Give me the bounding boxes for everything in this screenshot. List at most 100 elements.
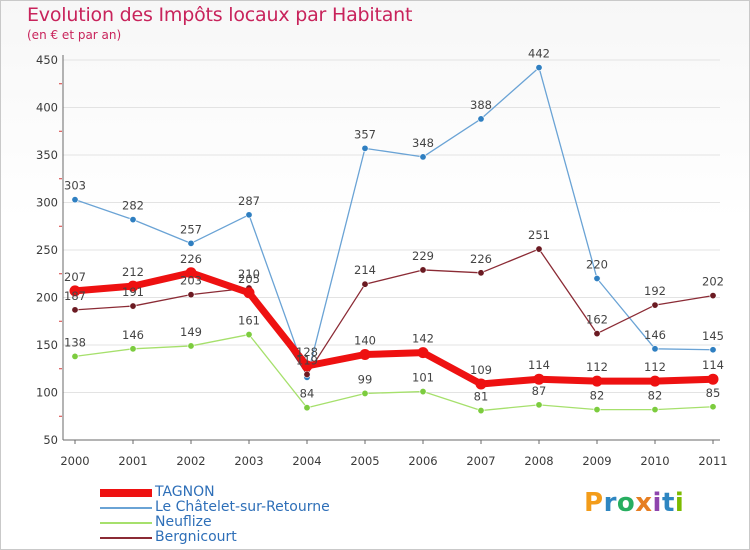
axis-layer: 50 100 150 200 250 300 350 400 450 2000 2001 2002 20… xyxy=(36,53,728,468)
data-point-neuflize-2007 xyxy=(477,407,485,415)
proxiti-logo: Proxiti xyxy=(584,488,684,518)
data-label-neuflize-2004: 84 xyxy=(300,387,315,401)
y-tick-label-250: 250 xyxy=(36,243,58,257)
data-label-neuflize-2005: 99 xyxy=(358,372,373,386)
data-point-neuflize-2005 xyxy=(361,389,369,397)
data-label-bergnicourt-2002: 203 xyxy=(180,274,202,288)
data-point-tagnon-2008 xyxy=(533,373,545,385)
data-label-tagnon-2005: 140 xyxy=(354,334,376,348)
data-label-tagnon-2009: 112 xyxy=(586,360,608,374)
x-tick-label-2004: 2004 xyxy=(292,454,321,468)
data-label-neuflize-2001: 146 xyxy=(122,328,144,342)
data-label-bergnicourt-2001: 191 xyxy=(122,285,144,299)
data-point-neuflize-2003 xyxy=(245,331,253,339)
grid-layer xyxy=(63,59,720,441)
x-tick-label-2000: 2000 xyxy=(60,454,89,468)
data-label-le-ch-telet-sur-retourne-2000: 303 xyxy=(64,179,86,193)
data-label-le-ch-telet-sur-retourne-2005: 357 xyxy=(354,127,376,141)
data-label-neuflize-2006: 101 xyxy=(412,371,434,385)
x-tick-label-2003: 2003 xyxy=(234,454,263,468)
data-label-le-ch-telet-sur-retourne-2008: 442 xyxy=(528,47,550,61)
y-tick-label-100: 100 xyxy=(36,386,58,400)
legend-item-bergnicourt: Bergnicourt xyxy=(100,529,360,545)
legend-label-le-ch-telet-sur-retourne: Le Châtelet-sur-Retourne xyxy=(155,499,330,515)
data-label-le-ch-telet-sur-retourne-2001: 282 xyxy=(122,199,144,213)
data-label-neuflize-2010: 82 xyxy=(648,389,663,403)
data-label-neuflize-2009: 82 xyxy=(590,389,605,403)
logo-letter: x xyxy=(635,488,653,518)
series-line-neuflize xyxy=(74,333,714,412)
legend-label-tagnon: TAGNON xyxy=(155,484,215,500)
data-point-bergnicourt-2006 xyxy=(419,266,427,274)
data-point-tagnon-2007 xyxy=(475,378,487,390)
data-label-tagnon-2003: 205 xyxy=(238,272,260,286)
y-tick-label-450: 450 xyxy=(36,53,58,67)
data-point-le-ch-telet-sur-retourne-2005 xyxy=(361,144,369,152)
data-label-tagnon-2007: 109 xyxy=(470,363,492,377)
legend-item-tagnon: TAGNON xyxy=(100,484,360,500)
data-label-tagnon-2002: 226 xyxy=(180,252,202,266)
data-label-bergnicourt-2006: 229 xyxy=(412,249,434,263)
legend-label-neuflize: Neuflize xyxy=(155,514,212,530)
y-tick-label-200: 200 xyxy=(36,291,58,305)
data-point-bergnicourt-2009 xyxy=(593,330,601,338)
x-tick-label-2006: 2006 xyxy=(408,454,437,468)
data-label-le-ch-telet-sur-retourne-2007: 388 xyxy=(470,98,492,112)
data-label-le-ch-telet-sur-retourne-2006: 348 xyxy=(412,136,434,150)
x-tick-label-2005: 2005 xyxy=(350,454,379,468)
data-point-neuflize-2011 xyxy=(709,403,717,411)
data-label-le-ch-telet-sur-retourne-2011: 145 xyxy=(702,329,724,343)
data-label-le-ch-telet-sur-retourne-2010: 146 xyxy=(644,328,666,342)
data-point-neuflize-2009 xyxy=(593,406,601,414)
data-point-tagnon-2000 xyxy=(69,285,81,297)
data-label-tagnon-2006: 142 xyxy=(412,332,434,346)
data-point-tagnon-2011 xyxy=(707,373,719,385)
data-point-bergnicourt-2005 xyxy=(361,280,369,288)
legend-swatch-neuflize xyxy=(100,522,152,524)
data-point-neuflize-2010 xyxy=(651,406,659,414)
logo-letter: r xyxy=(603,488,617,518)
data-point-bergnicourt-2007 xyxy=(477,269,485,277)
y-tick-label-350: 350 xyxy=(36,148,58,162)
logo-letter: o xyxy=(616,488,636,518)
data-point-le-ch-telet-sur-retourne-2011 xyxy=(709,346,717,354)
data-point-tagnon-2004 xyxy=(301,360,313,372)
data-label-bergnicourt-2011: 202 xyxy=(702,275,724,289)
data-label-tagnon-2010: 112 xyxy=(644,360,666,374)
x-tick-label-2007: 2007 xyxy=(466,454,495,468)
data-point-bergnicourt-2004 xyxy=(303,370,311,378)
data-point-le-ch-telet-sur-retourne-2001 xyxy=(129,216,137,224)
series-line-le-ch-telet-sur-retourne xyxy=(74,66,714,378)
data-point-le-ch-telet-sur-retourne-2003 xyxy=(245,211,253,219)
data-point-tagnon-2010 xyxy=(649,375,661,387)
data-label-tagnon-2004: 128 xyxy=(296,345,318,359)
data-point-bergnicourt-2011 xyxy=(709,292,717,300)
data-point-neuflize-2006 xyxy=(419,388,427,396)
data-point-neuflize-2008 xyxy=(535,401,543,409)
series-line-tagnon xyxy=(71,269,717,388)
logo-letter: t xyxy=(661,488,675,518)
data-label-bergnicourt-2007: 226 xyxy=(470,252,492,266)
data-label-neuflize-2008: 87 xyxy=(532,384,547,398)
data-point-le-ch-telet-sur-retourne-2002 xyxy=(187,239,195,247)
data-label-tagnon-2011: 114 xyxy=(702,358,724,372)
data-point-tagnon-2003 xyxy=(243,287,255,299)
data-label-bergnicourt-2000: 187 xyxy=(64,289,86,303)
data-label-bergnicourt-2010: 192 xyxy=(644,284,666,298)
x-tick-label-2010: 2010 xyxy=(640,454,669,468)
data-label-neuflize-2011: 85 xyxy=(706,386,721,400)
data-label-le-ch-telet-sur-retourne-2009: 220 xyxy=(586,258,608,272)
data-point-le-ch-telet-sur-retourne-2007 xyxy=(477,115,485,123)
legend-item-neuflize: Neuflize xyxy=(100,514,360,530)
data-point-neuflize-2000 xyxy=(71,352,79,360)
data-label-neuflize-2003: 161 xyxy=(238,314,260,328)
legend-swatch-bergnicourt xyxy=(100,537,152,539)
logo-letter: i xyxy=(652,488,662,518)
data-label-bergnicourt-2003: 210 xyxy=(238,267,260,281)
data-label-bergnicourt-2009: 162 xyxy=(586,313,608,327)
x-tick-label-2008: 2008 xyxy=(524,454,553,468)
data-point-le-ch-telet-sur-retourne-2008 xyxy=(535,64,543,72)
data-point-neuflize-2002 xyxy=(187,342,195,350)
data-label-neuflize-2007: 81 xyxy=(474,390,489,404)
